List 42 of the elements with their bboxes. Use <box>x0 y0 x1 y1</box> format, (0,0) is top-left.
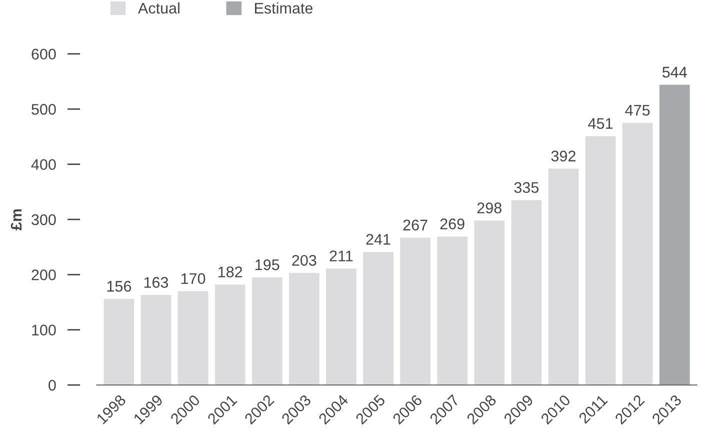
data-label: 156 <box>107 280 132 292</box>
legend-label: Estimate <box>255 2 313 14</box>
bar <box>474 220 505 385</box>
bar <box>437 236 468 385</box>
data-label: 163 <box>144 277 168 288</box>
y-tick-label: 100 <box>32 324 56 336</box>
bar <box>659 84 690 385</box>
data-label: 475 <box>625 105 650 116</box>
data-label: 195 <box>256 259 280 270</box>
bar <box>140 295 172 385</box>
data-label: 170 <box>181 273 206 284</box>
data-label: 392 <box>551 150 576 162</box>
bar <box>622 122 653 385</box>
data-label: 267 <box>403 220 428 230</box>
y-tick-label: 0 <box>48 380 56 391</box>
y-tick-label: 200 <box>32 269 56 280</box>
bar <box>214 284 246 385</box>
y-tick-label: 600 <box>32 48 56 60</box>
bar <box>585 136 616 385</box>
bar <box>363 252 394 385</box>
data-label: 544 <box>662 66 687 78</box>
data-label: 335 <box>514 182 539 193</box>
bar <box>252 277 282 385</box>
y-tick-label: 400 <box>31 159 56 170</box>
bar <box>326 268 356 385</box>
data-label: 211 <box>330 250 353 262</box>
bar <box>178 291 208 385</box>
data-label: 241 <box>366 234 390 245</box>
bar <box>288 272 320 385</box>
y-axis-title: £m <box>10 209 22 230</box>
data-label: 203 <box>292 254 316 266</box>
y-tick-label: 500 <box>32 104 56 115</box>
data-label: 182 <box>218 266 242 278</box>
y-tick-label: 300 <box>32 214 56 226</box>
bar <box>104 298 134 385</box>
bar <box>511 200 542 385</box>
legend-label: Actual <box>138 2 180 14</box>
data-label: 298 <box>477 202 502 214</box>
data-label: 451 <box>588 118 613 129</box>
bar <box>548 168 579 385</box>
data-label: 269 <box>440 218 464 230</box>
bar <box>400 238 430 385</box>
